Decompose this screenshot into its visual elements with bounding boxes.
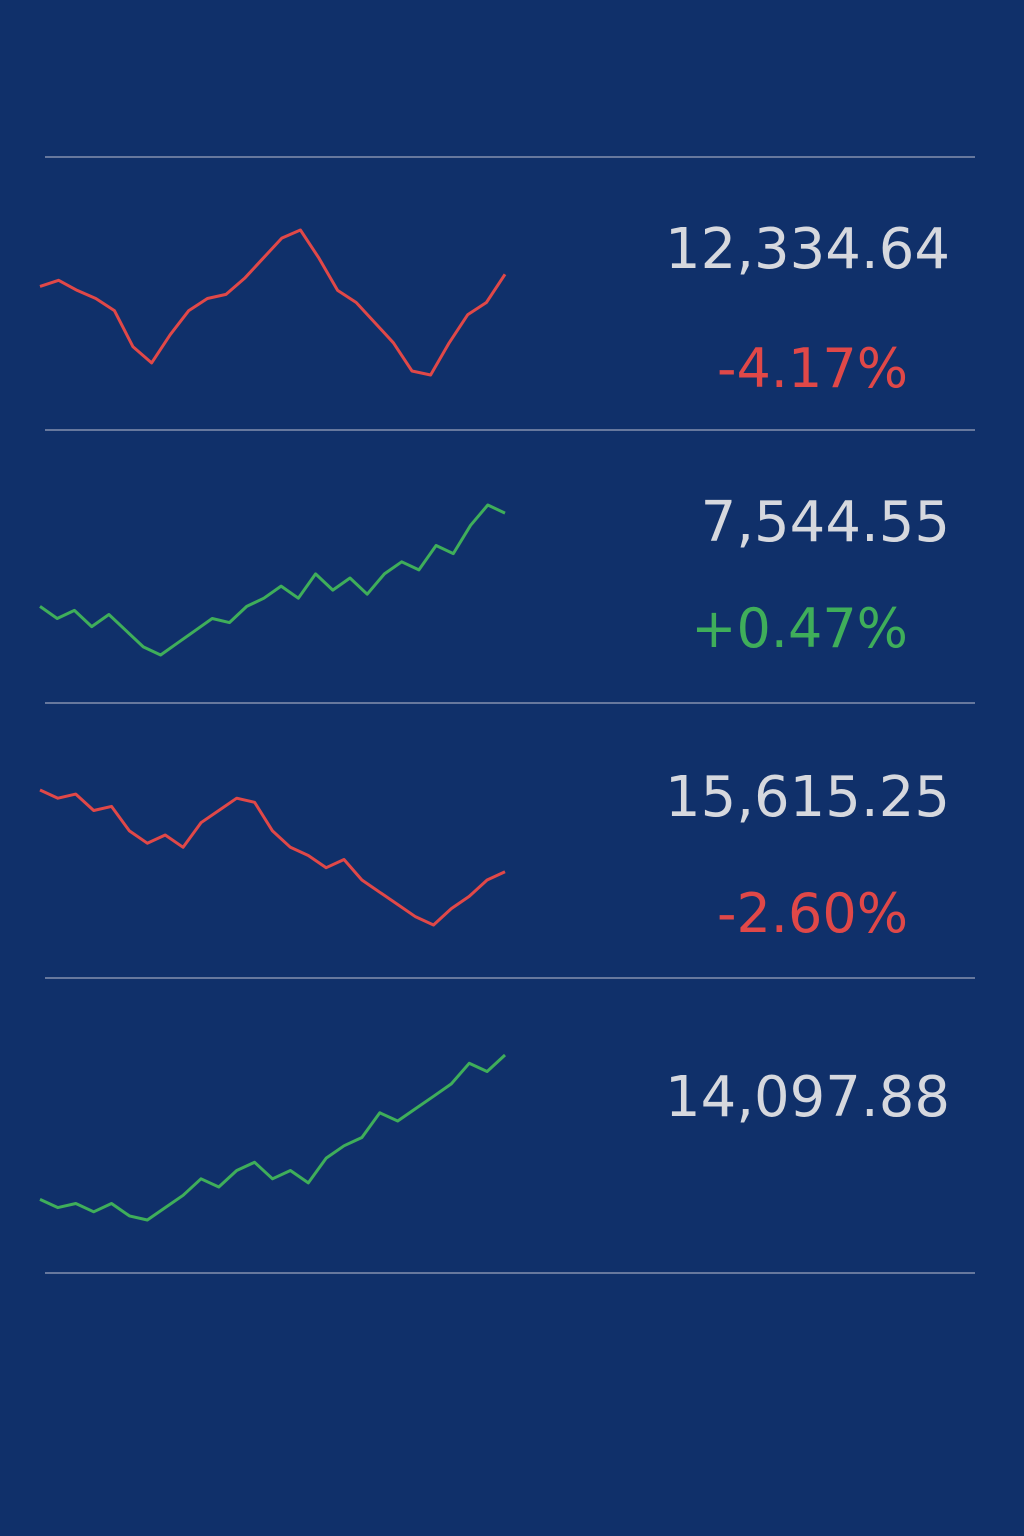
price: 15,615.25 [665,765,950,830]
change: +0.47% [691,597,908,660]
sparkline [39,503,506,657]
price: 14,097.88 [665,1065,950,1130]
sparkline [39,1053,507,1222]
change: -2.60% [717,882,908,945]
price: 12,334.64 [665,217,950,282]
sparkline [39,788,506,927]
change: -4.17% [717,337,908,400]
price: 7,544.55 [701,490,950,555]
sparkline [39,228,507,377]
